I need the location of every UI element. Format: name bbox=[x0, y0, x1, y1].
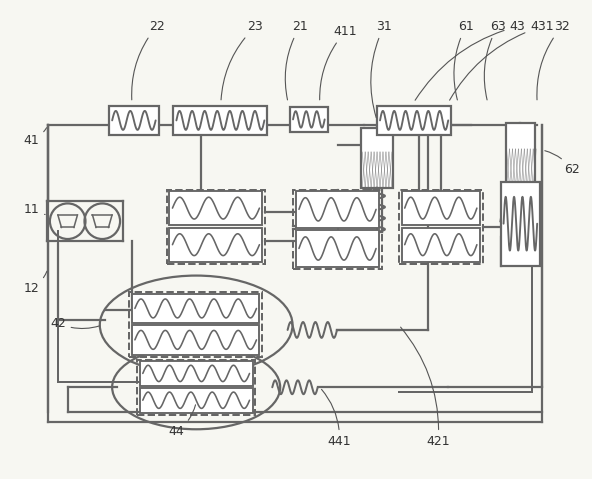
Text: 42: 42 bbox=[50, 317, 99, 330]
Bar bbox=[137, 360, 256, 415]
Bar bbox=[377, 105, 451, 135]
Bar bbox=[296, 230, 379, 267]
Text: 44: 44 bbox=[169, 405, 195, 438]
Bar bbox=[109, 105, 159, 135]
Bar bbox=[296, 191, 379, 228]
Text: 12: 12 bbox=[23, 271, 47, 295]
Bar bbox=[140, 388, 253, 413]
Text: 11: 11 bbox=[23, 203, 45, 216]
Bar bbox=[166, 190, 265, 264]
Bar bbox=[169, 191, 262, 225]
Text: 441: 441 bbox=[321, 389, 351, 448]
Bar bbox=[132, 294, 259, 323]
Bar bbox=[140, 361, 253, 386]
Text: 421: 421 bbox=[401, 327, 450, 448]
Text: 21: 21 bbox=[285, 20, 308, 100]
Text: 41: 41 bbox=[23, 128, 47, 147]
Bar bbox=[169, 228, 262, 262]
Text: 63: 63 bbox=[484, 20, 506, 100]
Bar bbox=[361, 128, 393, 188]
Bar bbox=[290, 106, 327, 132]
Bar bbox=[402, 228, 480, 262]
Bar bbox=[402, 191, 480, 225]
Text: 23: 23 bbox=[221, 20, 263, 100]
Bar bbox=[293, 190, 382, 269]
Text: 43: 43 bbox=[415, 20, 525, 100]
Text: 411: 411 bbox=[320, 25, 357, 100]
Text: 22: 22 bbox=[131, 20, 165, 100]
Bar bbox=[506, 124, 535, 188]
Bar bbox=[173, 105, 268, 135]
Text: 431: 431 bbox=[449, 20, 554, 100]
Bar bbox=[501, 182, 540, 266]
Text: 31: 31 bbox=[371, 20, 392, 118]
Bar bbox=[399, 190, 483, 264]
Bar bbox=[129, 292, 262, 357]
Text: 62: 62 bbox=[545, 151, 580, 176]
Bar bbox=[132, 325, 259, 354]
Text: 32: 32 bbox=[537, 20, 570, 100]
Text: 61: 61 bbox=[454, 20, 474, 100]
